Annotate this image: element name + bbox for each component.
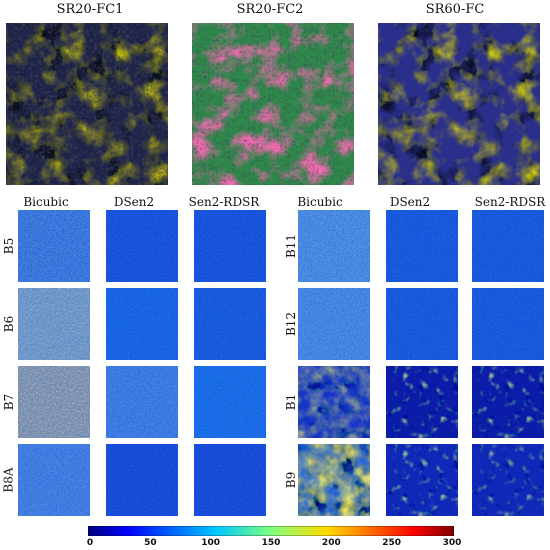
image-sr20-fc2 bbox=[192, 23, 354, 185]
colorbar-tick-label: 150 bbox=[261, 538, 281, 548]
row-label-b7: B7 bbox=[2, 393, 17, 411]
row-label-b1: B1 bbox=[284, 393, 299, 411]
error-map-b5-bicubic bbox=[18, 210, 90, 282]
error-map-b9-dsen2 bbox=[386, 444, 458, 516]
error-map-b1-dsen2 bbox=[386, 366, 458, 438]
row-label-b12: B12 bbox=[284, 311, 298, 337]
panel-title-sr20-fc2: SR20-FC2 bbox=[236, 2, 304, 17]
row-label-b6: B6 bbox=[2, 315, 17, 333]
error-map-b11-dsen2 bbox=[386, 210, 458, 282]
colorbar bbox=[88, 526, 454, 536]
error-map-b6-bicubic bbox=[18, 288, 90, 360]
column-header-dsen2: DSen2 bbox=[389, 195, 431, 209]
error-map-b11-bicubic bbox=[298, 210, 370, 282]
error-map-b7-bicubic bbox=[18, 366, 90, 438]
colorbar-tick-label: 50 bbox=[144, 538, 157, 548]
column-header-sen2-rdsr: Sen2-RDSR bbox=[474, 195, 546, 209]
error-map-b5-dsen2 bbox=[106, 210, 178, 282]
panel-title-sr60-fc: SR60-FC bbox=[425, 2, 485, 17]
error-map-b11-sen2-rdsr bbox=[472, 210, 544, 282]
column-header-sen2-rdsr: Sen2-RDSR bbox=[188, 195, 260, 209]
error-map-b1-bicubic bbox=[298, 366, 370, 438]
colorbar-tick-label: 0 bbox=[86, 538, 94, 548]
error-map-b1-sen2-rdsr bbox=[472, 366, 544, 438]
colorbar-tick-label: 250 bbox=[382, 538, 402, 548]
image-sr20-fc1 bbox=[6, 23, 168, 185]
error-map-b8a-sen2-rdsr bbox=[194, 444, 266, 516]
error-map-b8a-bicubic bbox=[18, 444, 90, 516]
error-map-b12-sen2-rdsr bbox=[472, 288, 544, 360]
error-map-b7-dsen2 bbox=[106, 366, 178, 438]
column-header-dsen2: DSen2 bbox=[113, 195, 155, 209]
row-label-b11: B11 bbox=[284, 233, 298, 259]
error-map-b12-dsen2 bbox=[386, 288, 458, 360]
colorbar-tick-label: 300 bbox=[442, 538, 462, 548]
column-header-bicubic: Bicubic bbox=[297, 195, 343, 209]
error-map-b9-sen2-rdsr bbox=[472, 444, 544, 516]
error-map-b8a-dsen2 bbox=[106, 444, 178, 516]
error-map-b9-bicubic bbox=[298, 444, 370, 516]
row-label-b8a: B8A bbox=[2, 467, 16, 493]
colorbar-tick-label: 200 bbox=[321, 538, 341, 548]
error-map-b6-sen2-rdsr bbox=[194, 288, 266, 360]
colorbar-tick-label: 100 bbox=[201, 538, 221, 548]
error-map-b5-sen2-rdsr bbox=[194, 210, 266, 282]
error-map-b12-bicubic bbox=[298, 288, 370, 360]
panel-title-sr20-fc1: SR20-FC1 bbox=[56, 2, 124, 17]
image-sr60-fc bbox=[378, 23, 540, 185]
row-label-b9: B9 bbox=[284, 471, 299, 489]
error-map-b7-sen2-rdsr bbox=[194, 366, 266, 438]
column-header-bicubic: Bicubic bbox=[23, 195, 69, 209]
error-map-b6-dsen2 bbox=[106, 288, 178, 360]
row-label-b5: B5 bbox=[2, 237, 17, 255]
